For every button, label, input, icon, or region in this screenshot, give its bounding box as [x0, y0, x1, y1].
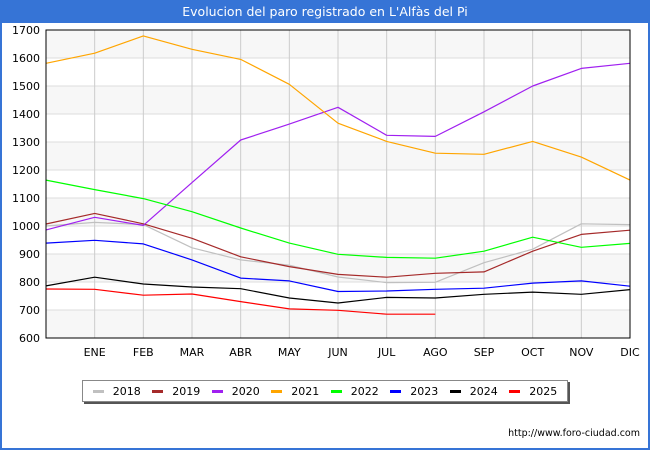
legend-label: 2020: [231, 384, 260, 398]
legend-swatch: [211, 389, 223, 393]
y-tick-label: 1600: [12, 52, 40, 65]
x-tick-label: AGO: [423, 346, 448, 359]
series-line-2025: [45, 288, 436, 315]
legend-item-2025: 2025: [509, 385, 557, 398]
y-tick-label: 700: [19, 304, 40, 317]
series-line-2023: [45, 239, 631, 293]
legend-swatch: [509, 389, 521, 393]
legend-item-2020: 2020: [211, 384, 260, 398]
y-tick-label: 800: [19, 276, 40, 289]
legend-label: 2023: [410, 384, 439, 398]
x-tick-label: SEP: [474, 346, 495, 359]
y-tick-label: 1500: [12, 80, 40, 93]
plot-border: [45, 29, 631, 339]
series-line-2018: [45, 221, 631, 284]
chart-title: Evolucion del paro registrado en L'Alfàs…: [0, 0, 650, 23]
y-tick-label: 900: [19, 248, 40, 261]
legend-label: 2019: [172, 384, 201, 398]
source-url: http://www.foro-ciudad.com: [508, 428, 640, 439]
x-tick-label: JUN: [327, 346, 348, 359]
legend-label: 2021: [291, 384, 320, 398]
x-tick-label: ENE: [84, 346, 106, 359]
legend-item-2023: 2023: [390, 385, 438, 398]
legend-label: 2018: [112, 384, 141, 398]
x-tick-label: NOV: [569, 346, 594, 359]
legend-swatch: [152, 389, 164, 393]
legend-label: 2022: [350, 384, 379, 398]
legend-item-2018: 2018: [92, 384, 141, 398]
legend-swatch: [92, 389, 104, 393]
y-tick-label: 1000: [12, 220, 40, 233]
y-tick-label: 1200: [12, 164, 40, 177]
legend-swatch: [271, 389, 283, 393]
series-line-2020: [45, 62, 631, 231]
y-tick-label: 600: [19, 332, 40, 345]
series-line-2022: [45, 179, 631, 259]
series-line-2019: [45, 212, 631, 278]
series-lines: [45, 35, 631, 315]
legend-item-2019: 2019: [152, 385, 200, 398]
x-tick-label: DIC: [620, 346, 640, 359]
legend-item-2022: 2022: [330, 384, 379, 398]
x-tick-label: FEB: [133, 346, 154, 359]
y-tick-label: 1400: [12, 108, 40, 121]
series-line-2021: [45, 35, 631, 181]
legend-label: 2025: [529, 384, 558, 398]
y-axis-ticks: 600 700 800 900 1000 1100 1200 1300 1400 1500 1600…: [12, 24, 40, 345]
x-axis-ticks: ENE FEB MAR ABR MAY JUN JUL AGO SEP OCT NOV DIC: [84, 346, 640, 359]
x-tick-label: JUL: [377, 346, 396, 359]
legend-swatch: [390, 389, 402, 393]
x-tick-label: MAR: [180, 346, 205, 359]
y-tick-label: 1700: [12, 24, 40, 37]
y-tick-label: 1100: [12, 192, 40, 205]
legend: 2018 2019 2020 2021 2022 2023 2024 2025: [82, 380, 568, 402]
legend-item-2024: 2024: [449, 384, 498, 398]
x-tick-label: ABR: [229, 346, 252, 359]
legend-label: 2024: [469, 384, 498, 398]
legend-swatch: [330, 389, 342, 393]
y-tick-label: 1300: [12, 136, 40, 149]
legend-swatch: [449, 389, 461, 393]
x-tick-label: MAY: [278, 346, 301, 359]
x-tick-label: OCT: [521, 346, 544, 359]
legend-item-2021: 2021: [271, 385, 319, 398]
